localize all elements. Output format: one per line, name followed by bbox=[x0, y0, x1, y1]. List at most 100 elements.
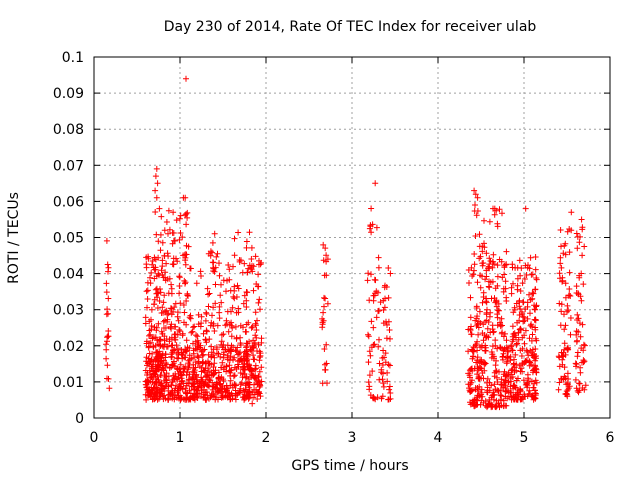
data-point-marker bbox=[517, 288, 524, 294]
data-point-marker bbox=[520, 299, 527, 306]
data-point-marker bbox=[371, 395, 378, 402]
data-point-marker bbox=[496, 368, 502, 375]
data-point-marker bbox=[521, 332, 528, 339]
data-point-marker bbox=[533, 353, 539, 359]
data-point-marker bbox=[574, 337, 581, 344]
data-point-marker bbox=[203, 328, 210, 335]
data-point-marker bbox=[486, 313, 493, 320]
data-point-marker bbox=[504, 348, 511, 355]
data-point-marker bbox=[228, 308, 234, 315]
data-point-marker bbox=[509, 264, 516, 271]
data-point-marker bbox=[499, 210, 505, 217]
data-point-marker bbox=[208, 369, 215, 376]
data-point-marker bbox=[490, 328, 497, 335]
data-point-marker bbox=[244, 269, 251, 276]
data-point-marker bbox=[256, 257, 262, 264]
data-point-marker bbox=[368, 318, 375, 325]
data-point-marker bbox=[510, 280, 516, 287]
data-point-marker bbox=[522, 381, 529, 388]
data-point-marker bbox=[491, 381, 498, 388]
data-point-marker bbox=[104, 306, 111, 313]
data-point-marker bbox=[171, 304, 178, 311]
data-point-marker bbox=[477, 284, 484, 291]
data-point-marker bbox=[247, 365, 254, 372]
data-point-marker bbox=[172, 385, 179, 392]
data-point-marker bbox=[172, 300, 179, 307]
data-point-marker bbox=[386, 383, 393, 390]
data-point-marker bbox=[146, 350, 153, 357]
data-point-marker bbox=[484, 404, 490, 411]
data-point-marker bbox=[257, 306, 263, 313]
data-point-marker bbox=[512, 351, 519, 358]
data-point-marker bbox=[503, 248, 510, 255]
data-point-marker bbox=[469, 400, 476, 407]
data-point-marker bbox=[161, 253, 168, 259]
data-point-marker bbox=[245, 265, 252, 272]
data-point-marker bbox=[527, 296, 534, 303]
data-point-marker bbox=[472, 233, 479, 239]
data-point-marker bbox=[241, 356, 248, 363]
data-point-marker bbox=[474, 392, 481, 399]
data-point-marker bbox=[532, 392, 539, 399]
data-point-marker bbox=[519, 345, 526, 352]
data-point-marker bbox=[578, 345, 585, 352]
data-point-marker bbox=[380, 383, 387, 390]
data-point-marker bbox=[160, 385, 167, 391]
data-point-marker bbox=[220, 331, 227, 338]
data-point-marker bbox=[514, 389, 521, 396]
data-point-marker bbox=[211, 230, 218, 237]
data-point-marker bbox=[189, 380, 196, 387]
data-point-marker bbox=[255, 374, 262, 381]
data-point-marker bbox=[473, 212, 480, 219]
data-point-marker bbox=[530, 396, 537, 403]
data-point-marker bbox=[202, 317, 209, 324]
data-point-marker bbox=[476, 383, 483, 390]
data-point-marker bbox=[493, 397, 500, 404]
data-point-marker bbox=[206, 290, 213, 297]
data-point-marker bbox=[320, 257, 327, 264]
data-point-marker bbox=[483, 311, 490, 318]
data-point-marker bbox=[204, 389, 210, 396]
data-point-marker bbox=[488, 349, 495, 355]
data-point-marker bbox=[183, 321, 190, 328]
data-point-marker bbox=[217, 292, 224, 299]
data-point-marker bbox=[507, 357, 514, 364]
data-point-marker bbox=[183, 372, 190, 379]
data-point-marker bbox=[240, 387, 247, 394]
data-point-marker bbox=[494, 282, 501, 289]
data-point-marker bbox=[507, 383, 514, 390]
data-point-marker bbox=[237, 385, 244, 392]
data-point-marker bbox=[515, 393, 522, 400]
data-point-marker bbox=[371, 341, 378, 348]
x-tick-label: 2 bbox=[262, 430, 271, 446]
data-point-marker bbox=[153, 194, 160, 201]
data-point-marker bbox=[558, 243, 564, 250]
data-point-marker bbox=[472, 342, 479, 349]
data-point-marker bbox=[494, 307, 501, 314]
data-point-marker bbox=[143, 254, 150, 261]
data-point-marker bbox=[178, 395, 185, 402]
data-point-marker bbox=[366, 386, 373, 393]
data-point-marker bbox=[216, 309, 223, 316]
y-axis-label: ROTI / TECUs bbox=[6, 192, 22, 284]
data-point-marker bbox=[213, 253, 220, 260]
data-point-marker bbox=[476, 255, 483, 262]
data-point-marker bbox=[564, 345, 571, 352]
data-point-marker bbox=[562, 280, 569, 287]
data-point-marker bbox=[148, 269, 155, 276]
data-point-marker bbox=[249, 344, 256, 351]
data-point-marker bbox=[214, 250, 221, 257]
data-point-marker bbox=[557, 227, 564, 233]
data-point-marker bbox=[380, 347, 387, 354]
data-point-marker bbox=[369, 368, 376, 375]
data-point-marker bbox=[532, 254, 539, 260]
data-point-marker bbox=[562, 240, 569, 247]
data-point-marker bbox=[144, 287, 151, 294]
data-point-marker bbox=[232, 387, 239, 394]
data-point-marker bbox=[162, 351, 169, 358]
y-tick-label: 0.08 bbox=[53, 122, 84, 138]
data-point-marker bbox=[498, 376, 505, 383]
data-point-marker bbox=[573, 331, 580, 338]
data-point-marker bbox=[229, 395, 236, 402]
data-point-marker bbox=[176, 273, 183, 280]
